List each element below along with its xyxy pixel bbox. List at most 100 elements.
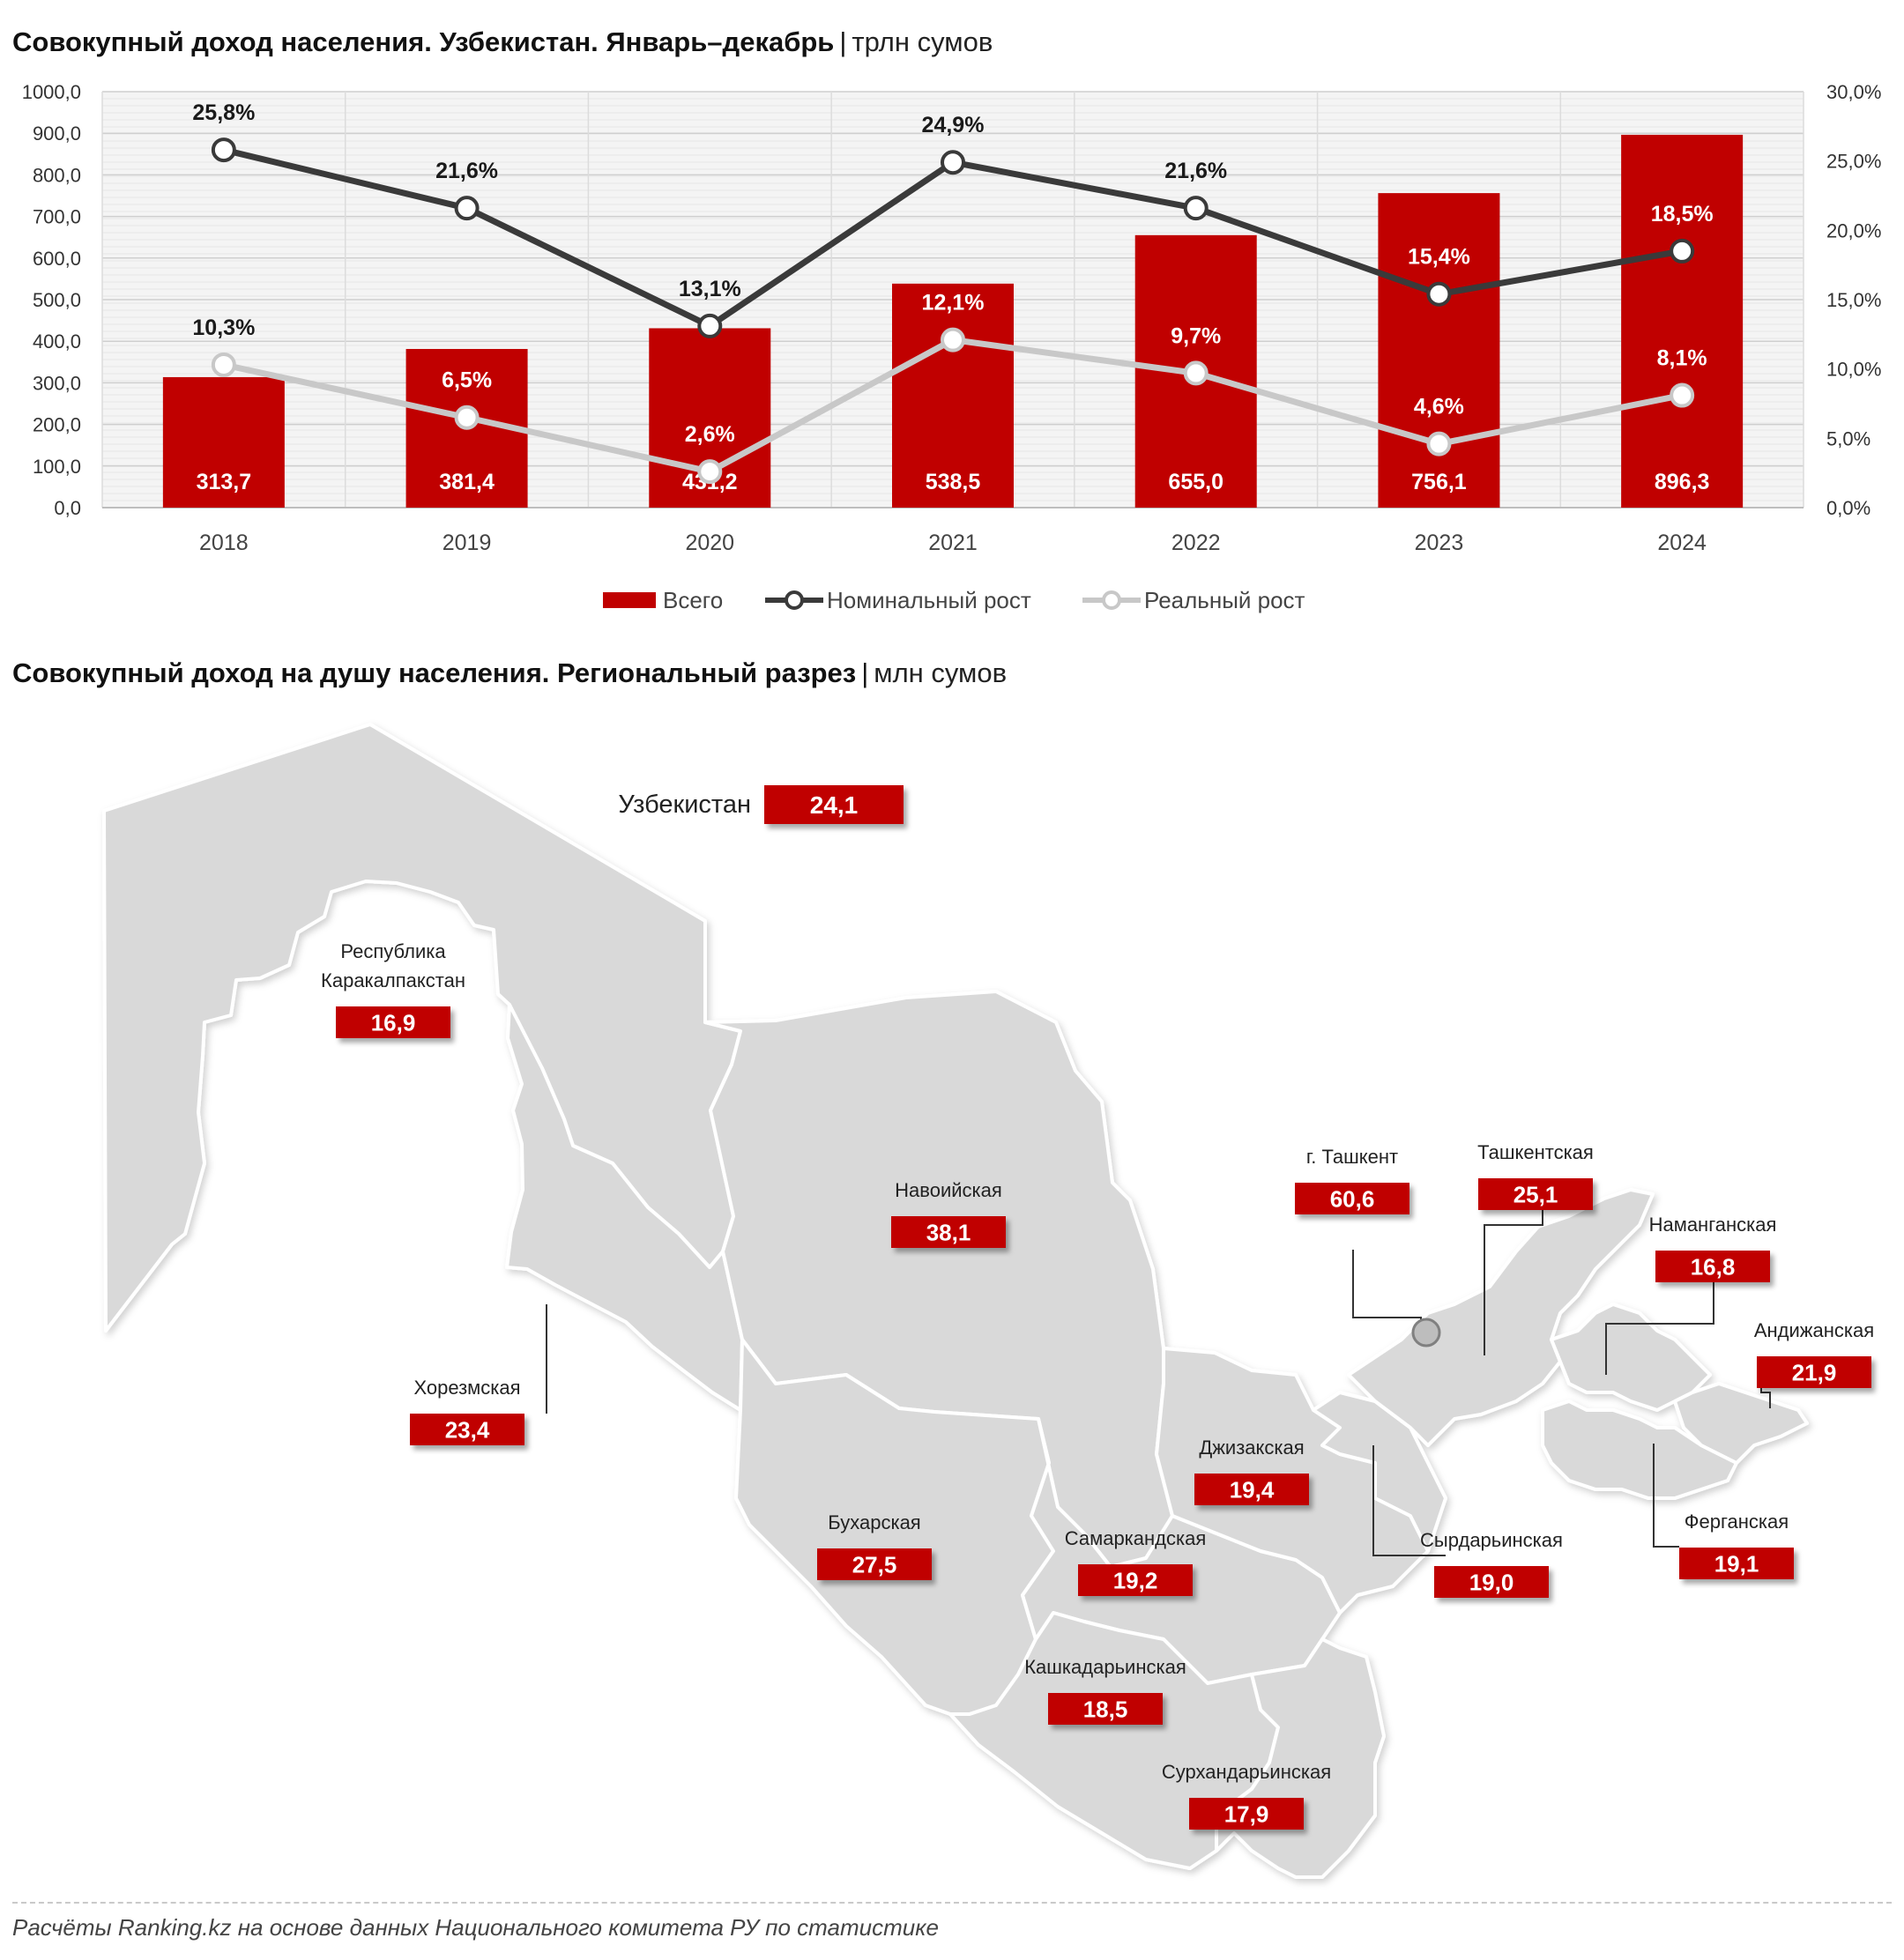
line-value-label: 12,1%: [922, 291, 985, 316]
map-title-main: Совокупный доход на душу населения. Реги…: [12, 657, 857, 688]
bar-value-label: 313,7: [197, 470, 252, 494]
line-value-label: 21,6%: [1164, 159, 1227, 183]
region-kashkadarya-value-box: [1048, 1693, 1163, 1725]
nominal-growth-point: [211, 137, 236, 163]
country-value-box: [764, 785, 904, 824]
country-name: Узбекистан: [618, 791, 751, 819]
region-fergana-value-box: [1679, 1548, 1794, 1579]
region-name-tashkent-city: г. Ташкент: [1306, 1146, 1398, 1168]
line-value-label: 6,5%: [442, 368, 492, 393]
region-karakalpakstan-value-box: [336, 1006, 450, 1038]
legend-real-marker: [1102, 590, 1121, 610]
line-value-label: 25,8%: [192, 100, 255, 125]
region-name-kashkadarya: Кашкадарьинская: [1024, 1656, 1186, 1678]
bar-value-label: 381,4: [439, 470, 495, 494]
nominal-growth-point: [454, 196, 480, 221]
region-shape-tashkent: [1347, 1188, 1655, 1447]
chart-title-main: Совокупный доход населения. Узбекистан. …: [12, 26, 835, 57]
line-value-label: 2,6%: [685, 422, 735, 447]
region-tashkent-city-value-box: [1295, 1183, 1409, 1214]
real-growth-point: [941, 327, 965, 353]
bar-total: [892, 283, 1014, 508]
region-shape-namangan: [1550, 1303, 1712, 1412]
line-value-label: 9,7%: [1171, 323, 1221, 348]
nominal-growth-point: [1670, 238, 1695, 264]
line-value-label: 21,6%: [435, 159, 498, 183]
legend-total-label: Всего: [663, 587, 723, 613]
region-name-jizzakh: Джизакская: [1199, 1437, 1304, 1459]
region-name-karakalpakstan: Республика: [340, 940, 446, 962]
chart-title: Совокупный доход населения. Узбекистан. …: [12, 26, 993, 58]
bar-value-label: 655,0: [1168, 470, 1223, 494]
line-value-label: 18,5%: [1651, 202, 1714, 226]
region-andijan-value-box: [1757, 1356, 1871, 1388]
x-tick-label: 2020: [685, 531, 734, 555]
region-name-andijan: Андижанская: [1754, 1319, 1874, 1341]
region-samarkand-value-box: [1078, 1564, 1193, 1596]
map-title: Совокупный доход на душу населения. Реги…: [12, 657, 1007, 689]
legend-nominal-label: Номинальный рост: [827, 587, 1031, 613]
region-tashkent-city-value: 60,6: [1330, 1185, 1375, 1212]
region-name-khorezm: Хорезмская: [413, 1377, 520, 1399]
leader-line: [1484, 1206, 1543, 1355]
region-name-namangan: Наманганская: [1649, 1214, 1777, 1236]
bar-value-label: 756,1: [1411, 470, 1467, 494]
x-tick-label: 2018: [199, 531, 249, 555]
region-kashkadarya-value: 18,5: [1083, 1696, 1128, 1722]
y-left-tick-label: 800,0: [33, 164, 81, 186]
y-left-tick-label: 200,0: [33, 414, 81, 436]
y-right-tick-label: 20,0%: [1826, 219, 1881, 241]
leader-line: [1605, 1258, 1714, 1375]
region-jizzakh-value-box: [1194, 1474, 1309, 1505]
y-left-tick-label: 1000,0: [22, 81, 81, 103]
x-tick-label: 2024: [1657, 531, 1707, 555]
region-bukhara-value-box: [817, 1548, 932, 1580]
region-name-karakalpakstan: Каракалпакстан: [321, 969, 465, 991]
map-title-unit: млн сумов: [874, 657, 1008, 688]
region-karakalpakstan-value: 16,9: [371, 1009, 416, 1036]
nominal-growth-point: [941, 150, 965, 175]
region-tashkent-value: 25,1: [1514, 1181, 1558, 1207]
bar-value-label: 896,3: [1655, 470, 1710, 494]
nominal-growth-point: [697, 313, 723, 338]
leader-line: [1352, 1250, 1422, 1333]
bar-value-label: 538,5: [926, 470, 981, 494]
region-name-surkhandarya: Сурхандарьинская: [1162, 1761, 1331, 1783]
legend-nominal-marker: [785, 590, 804, 610]
region-khorezm-value: 23,4: [445, 1416, 490, 1443]
region-navoi-value: 38,1: [926, 1219, 971, 1245]
region-fergana-value: 19,1: [1714, 1550, 1759, 1577]
region-namangan-value: 16,8: [1691, 1253, 1736, 1280]
real-growth-point: [1670, 382, 1695, 408]
region-syrdarya-value-box: [1434, 1566, 1549, 1598]
y-right-tick-label: 0,0%: [1826, 497, 1871, 519]
region-syrdarya-value: 19,0: [1469, 1569, 1514, 1595]
legend-real-label: Реальный рост: [1144, 587, 1305, 613]
bar-total: [1621, 134, 1744, 508]
real-growth-point: [1426, 431, 1452, 457]
line-value-label: 8,1%: [1657, 346, 1707, 371]
region-name-navoi: Навоийская: [895, 1179, 1002, 1201]
region-name-tashkent: Ташкентская: [1477, 1141, 1594, 1163]
line-value-label: 4,6%: [1414, 395, 1464, 419]
y-left-tick-label: 0,0: [54, 497, 81, 519]
income-chart: 0,0 100,0 200,0 300,0 400,0 500,0 600,0 700,0 80…: [22, 81, 1882, 613]
source-divider: [12, 1902, 1892, 1904]
y-right-tick-label: 30,0%: [1826, 81, 1881, 103]
nominal-growth-point: [1426, 281, 1452, 307]
x-tick-label: 2023: [1415, 531, 1464, 555]
region-name-syrdarya: Сырдарьинская: [1420, 1529, 1563, 1551]
region-surkhandarya-value: 17,9: [1224, 1800, 1269, 1827]
y-left-tick-label: 300,0: [33, 372, 81, 394]
region-surkhandarya-value-box: [1189, 1798, 1304, 1830]
line-value-label: 24,9%: [922, 113, 985, 137]
bar-total: [162, 376, 285, 508]
y-left-tick-label: 100,0: [33, 456, 81, 478]
region-andijan-value: 21,9: [1792, 1359, 1837, 1385]
region-shape-fergana: [1541, 1399, 1738, 1500]
line-value-label: 13,1%: [679, 277, 741, 301]
source-note: Расчёты Ranking.kz на основе данных Наци…: [12, 1914, 939, 1941]
region-namangan-value-box: [1655, 1251, 1770, 1282]
y-right-tick-label: 5,0%: [1826, 427, 1871, 449]
legend-total-swatch: [603, 592, 656, 608]
